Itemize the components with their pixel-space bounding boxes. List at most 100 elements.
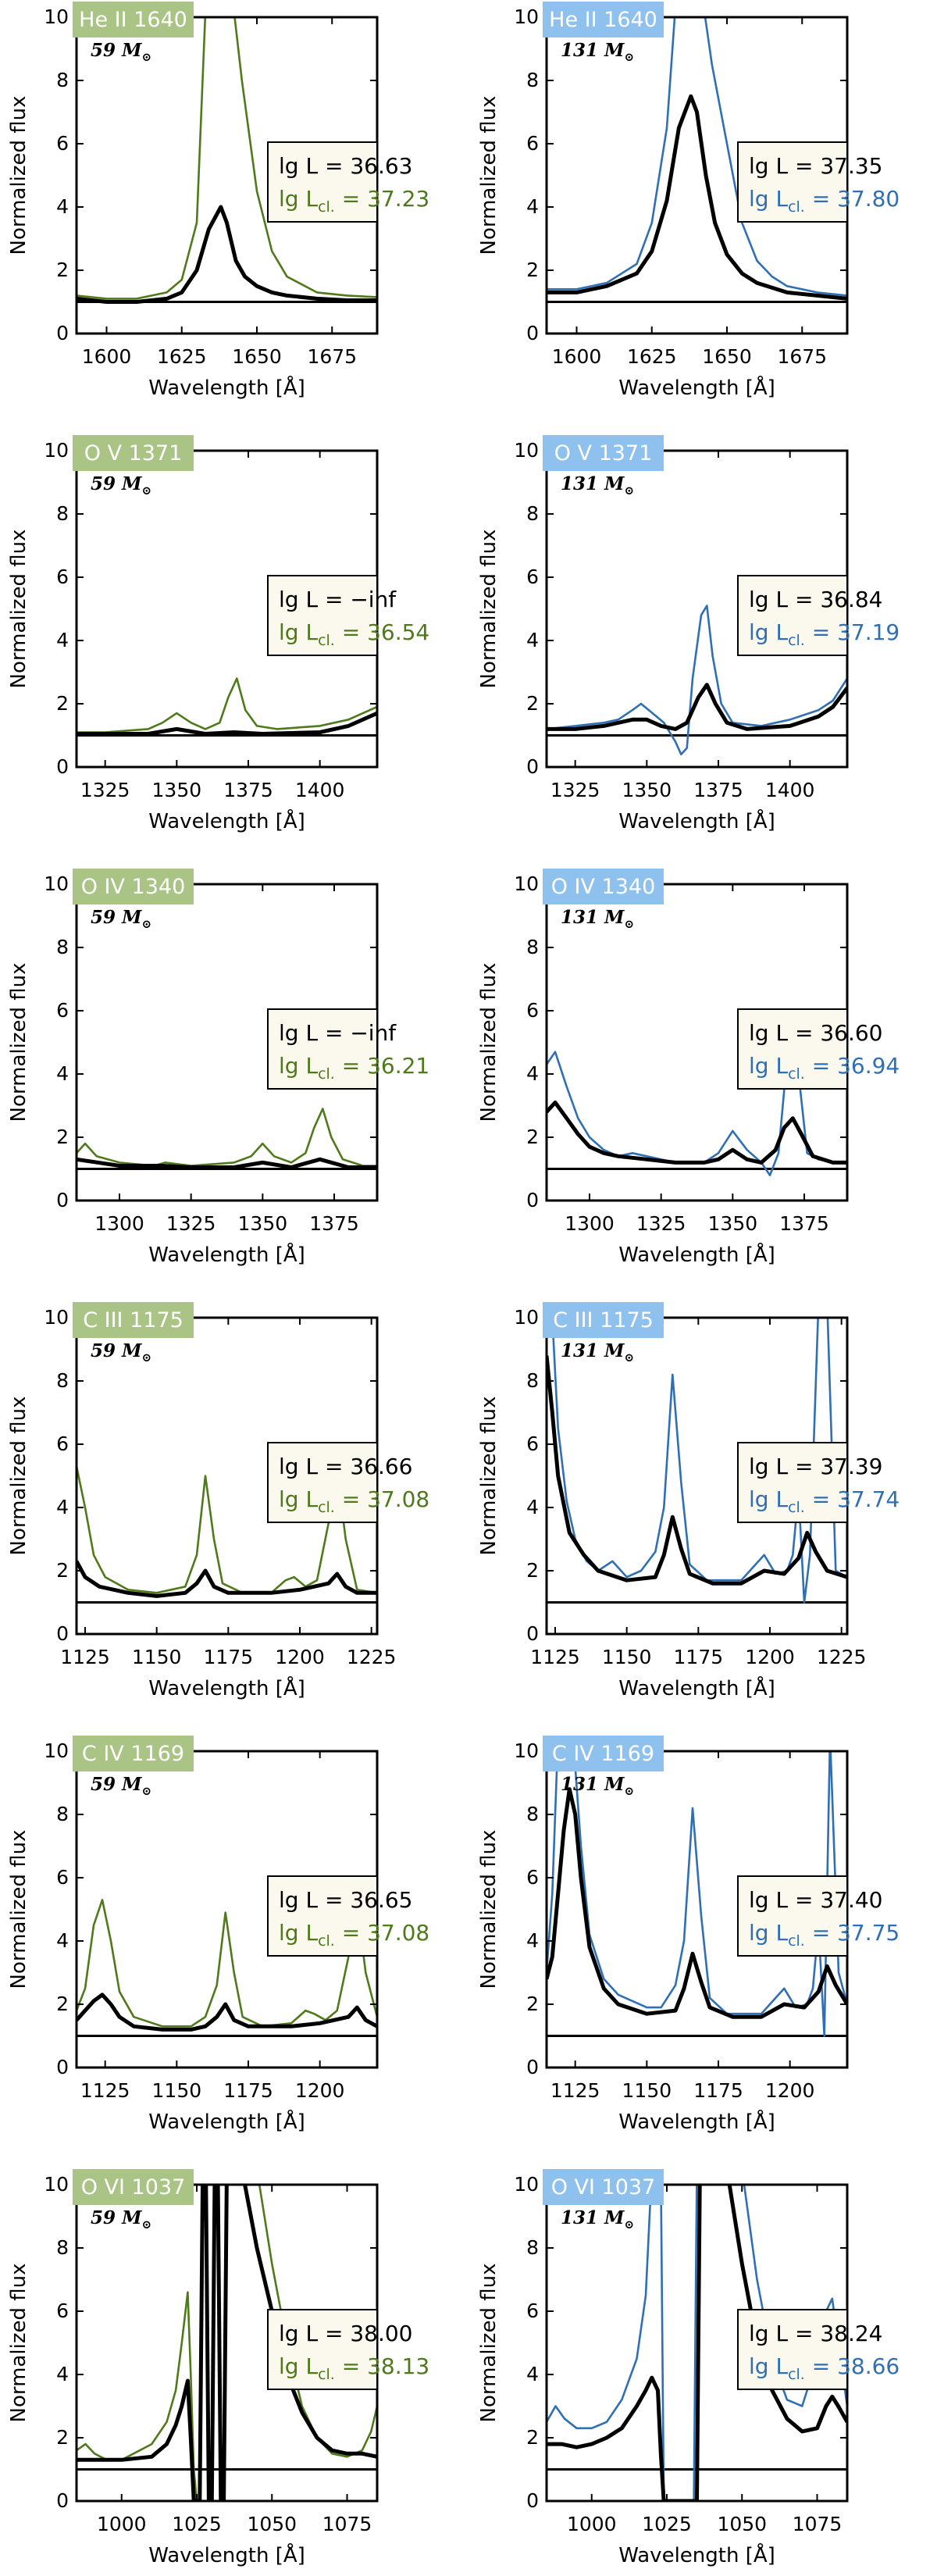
x-axis-label: Wavelength [Å] (618, 2109, 775, 2134)
line-name-label: O IV 1340 (81, 875, 186, 899)
lg-lcl-subscript: cl. (788, 1065, 805, 1083)
x-tick-label: 1300 (565, 1212, 615, 1235)
lg-lcl-value: lg Lcl. = 37.08 (279, 1486, 429, 1516)
stellar-mass-label: 59 M⊙ (91, 1340, 151, 1365)
y-tick-label: 4 (56, 1496, 69, 1518)
y-tick-label: 10 (514, 439, 539, 462)
y-axis-label: Normalized flux (477, 1397, 501, 1556)
lg-lcl-number: = 37.23 (335, 186, 429, 212)
lg-lcl-number: = 38.66 (805, 2353, 900, 2379)
mass-unit: M (604, 907, 625, 928)
lg-lcl-value: lg Lcl. = 37.74 (749, 1486, 900, 1516)
y-tick-label: 2 (56, 1559, 69, 1582)
line-name-label: He II 1640 (79, 8, 187, 32)
line-name-label: C IV 1169 (82, 1742, 184, 1766)
mass-unit-subscript: ⊙ (625, 483, 635, 498)
x-tick-label: 1375 (309, 1212, 359, 1235)
series-line-black (547, 1101, 847, 1165)
lg-l-value: lg L = 36.65 (279, 1887, 412, 1913)
lg-lcl-number: = 36.94 (805, 1053, 900, 1079)
x-tick-label: 1375 (779, 1212, 829, 1235)
series-line-black (547, 1787, 847, 2019)
lg-lcl-prefix: lg L (749, 1920, 788, 1946)
mass-unit: M (604, 473, 625, 494)
lg-lcl-prefix: lg L (749, 186, 788, 212)
x-tick-label: 1325 (166, 1212, 216, 1235)
y-tick-label: 4 (526, 195, 539, 218)
lg-l-value: lg L = 37.39 (749, 1454, 882, 1479)
luminosity-box (737, 1442, 848, 1523)
x-tick-label: 1175 (674, 1646, 724, 1668)
x-tick-label: 1000 (567, 2513, 617, 2535)
mass-unit: M (121, 1340, 143, 1361)
stellar-mass-label: 131 M⊙ (561, 1774, 634, 1798)
x-tick-label: 1200 (275, 1646, 325, 1668)
spectrum-panel: 0 2 4 6 8 10 1125 1150 1175 1200 Wavelength [Å] Nor… (477, 1736, 900, 2134)
stellar-mass-label: 131 M⊙ (561, 473, 634, 498)
y-tick-label: 6 (56, 2299, 69, 2322)
y-tick-label: 6 (526, 999, 539, 1022)
x-tick-label: 1125 (60, 1646, 110, 1668)
lg-l-value: lg L = −inf (279, 1020, 397, 1046)
y-tick-label: 4 (56, 629, 69, 651)
y-tick-label: 6 (56, 132, 69, 155)
luminosity-box (737, 2309, 848, 2390)
x-tick-label: 1675 (307, 345, 357, 368)
lg-lcl-prefix: lg L (279, 1486, 318, 1512)
line-name-tag (73, 2169, 194, 2205)
line-name-tag (543, 2169, 664, 2205)
y-tick-label: 8 (56, 1803, 69, 1825)
y-tick-label: 2 (526, 259, 539, 281)
y-tick-label: 10 (514, 2173, 539, 2196)
mass-unit: M (604, 1774, 625, 1795)
y-tick-label: 10 (44, 5, 69, 28)
lg-lcl-value: lg Lcl. = 37.23 (279, 186, 429, 216)
lg-lcl-subscript: cl. (318, 198, 335, 216)
luminosity-box (267, 2309, 378, 2390)
series-line-black (547, 1355, 847, 1586)
x-axis-label: Wavelength [Å] (618, 808, 775, 833)
y-tick-label: 2 (526, 1559, 539, 1582)
stellar-mass-label: 59 M⊙ (91, 473, 151, 498)
x-tick-label: 1675 (777, 345, 827, 368)
lg-lcl-value: lg Lcl. = 38.66 (749, 2353, 900, 2383)
line-name-label: O V 1371 (84, 441, 183, 466)
y-tick-label: 4 (526, 1496, 539, 1518)
lg-lcl-subscript: cl. (318, 1499, 335, 1516)
x-tick-label: 1225 (817, 1646, 867, 1668)
stellar-mass-label: 131 M⊙ (561, 2207, 634, 2232)
y-tick-label: 6 (526, 1866, 539, 1889)
y-tick-label: 4 (56, 195, 69, 218)
line-name-tag (73, 869, 194, 904)
y-tick-label: 10 (44, 1739, 69, 1762)
lg-lcl-value: lg Lcl. = 36.54 (279, 619, 429, 649)
lg-lcl-subscript: cl. (318, 2366, 335, 2383)
y-tick-label: 6 (56, 1432, 69, 1455)
lg-lcl-subscript: cl. (318, 1065, 335, 1083)
lg-lcl-prefix: lg L (749, 1486, 788, 1512)
lg-lcl-subscript: cl. (788, 2366, 805, 2383)
y-axis-label: Normalized flux (477, 2264, 501, 2423)
lg-lcl-number: = 37.75 (805, 1920, 900, 1946)
x-tick-label: 1175 (223, 2079, 273, 2102)
y-tick-label: 0 (526, 2056, 539, 2078)
lg-lcl-number: = 37.19 (805, 619, 900, 645)
y-tick-label: 0 (526, 755, 539, 778)
series-line-black (77, 205, 377, 304)
lg-l-value: lg L = 36.84 (749, 587, 882, 612)
y-tick-label: 8 (56, 502, 69, 525)
lg-lcl-subscript: cl. (788, 198, 805, 216)
lg-lcl-subscript: cl. (788, 1499, 805, 1516)
lg-lcl-number: = 36.21 (335, 1053, 429, 1079)
x-tick-label: 1350 (708, 1212, 758, 1235)
x-tick-label: 1325 (636, 1212, 686, 1235)
x-axis-label: Wavelength [Å] (618, 375, 775, 400)
lg-lcl-number: = 37.08 (335, 1486, 429, 1512)
x-tick-label: 1625 (627, 345, 677, 368)
y-tick-label: 2 (526, 2426, 539, 2449)
y-tick-label: 2 (56, 692, 69, 715)
stellar-mass-label: 59 M⊙ (91, 907, 151, 931)
line-name-label: O IV 1340 (551, 875, 656, 899)
y-axis-label: Normalized flux (477, 530, 501, 689)
